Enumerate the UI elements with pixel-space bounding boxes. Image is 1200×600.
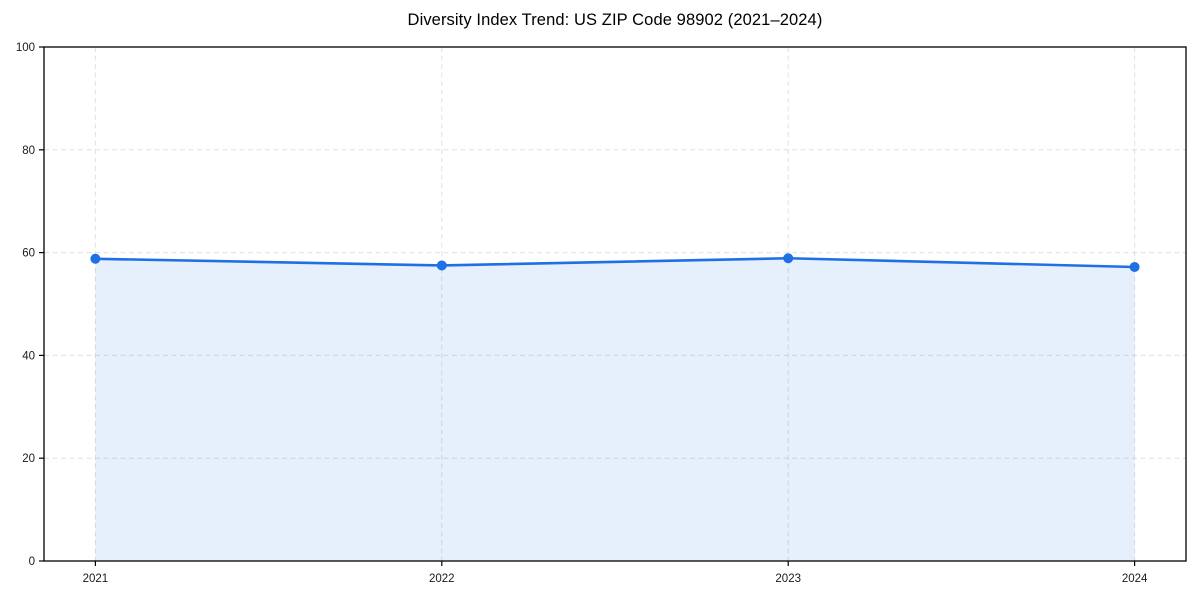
x-tick-label: 2024 [1122,573,1148,585]
x-tick-label: 2023 [775,573,801,585]
data-point-2022 [436,260,447,271]
y-tick-label: 0 [29,556,35,568]
y-tick-label: 20 [22,453,35,465]
y-tick-label: 100 [16,42,35,54]
data-point-2024 [1129,261,1140,272]
y-tick-label: 80 [22,145,35,157]
area-fill [95,258,1135,561]
y-tick-label: 60 [22,248,35,260]
trend-line [94,256,1136,269]
chart-title: Diversity Index Trend: US ZIP Code 98902… [407,11,823,29]
x-tick-label: 2022 [429,573,455,585]
y-tick-label: 40 [22,350,35,362]
data-point-2023 [783,253,794,264]
x-tick-label: 2021 [83,573,109,585]
plot-border [43,46,1187,562]
data-point-2021 [90,253,101,264]
